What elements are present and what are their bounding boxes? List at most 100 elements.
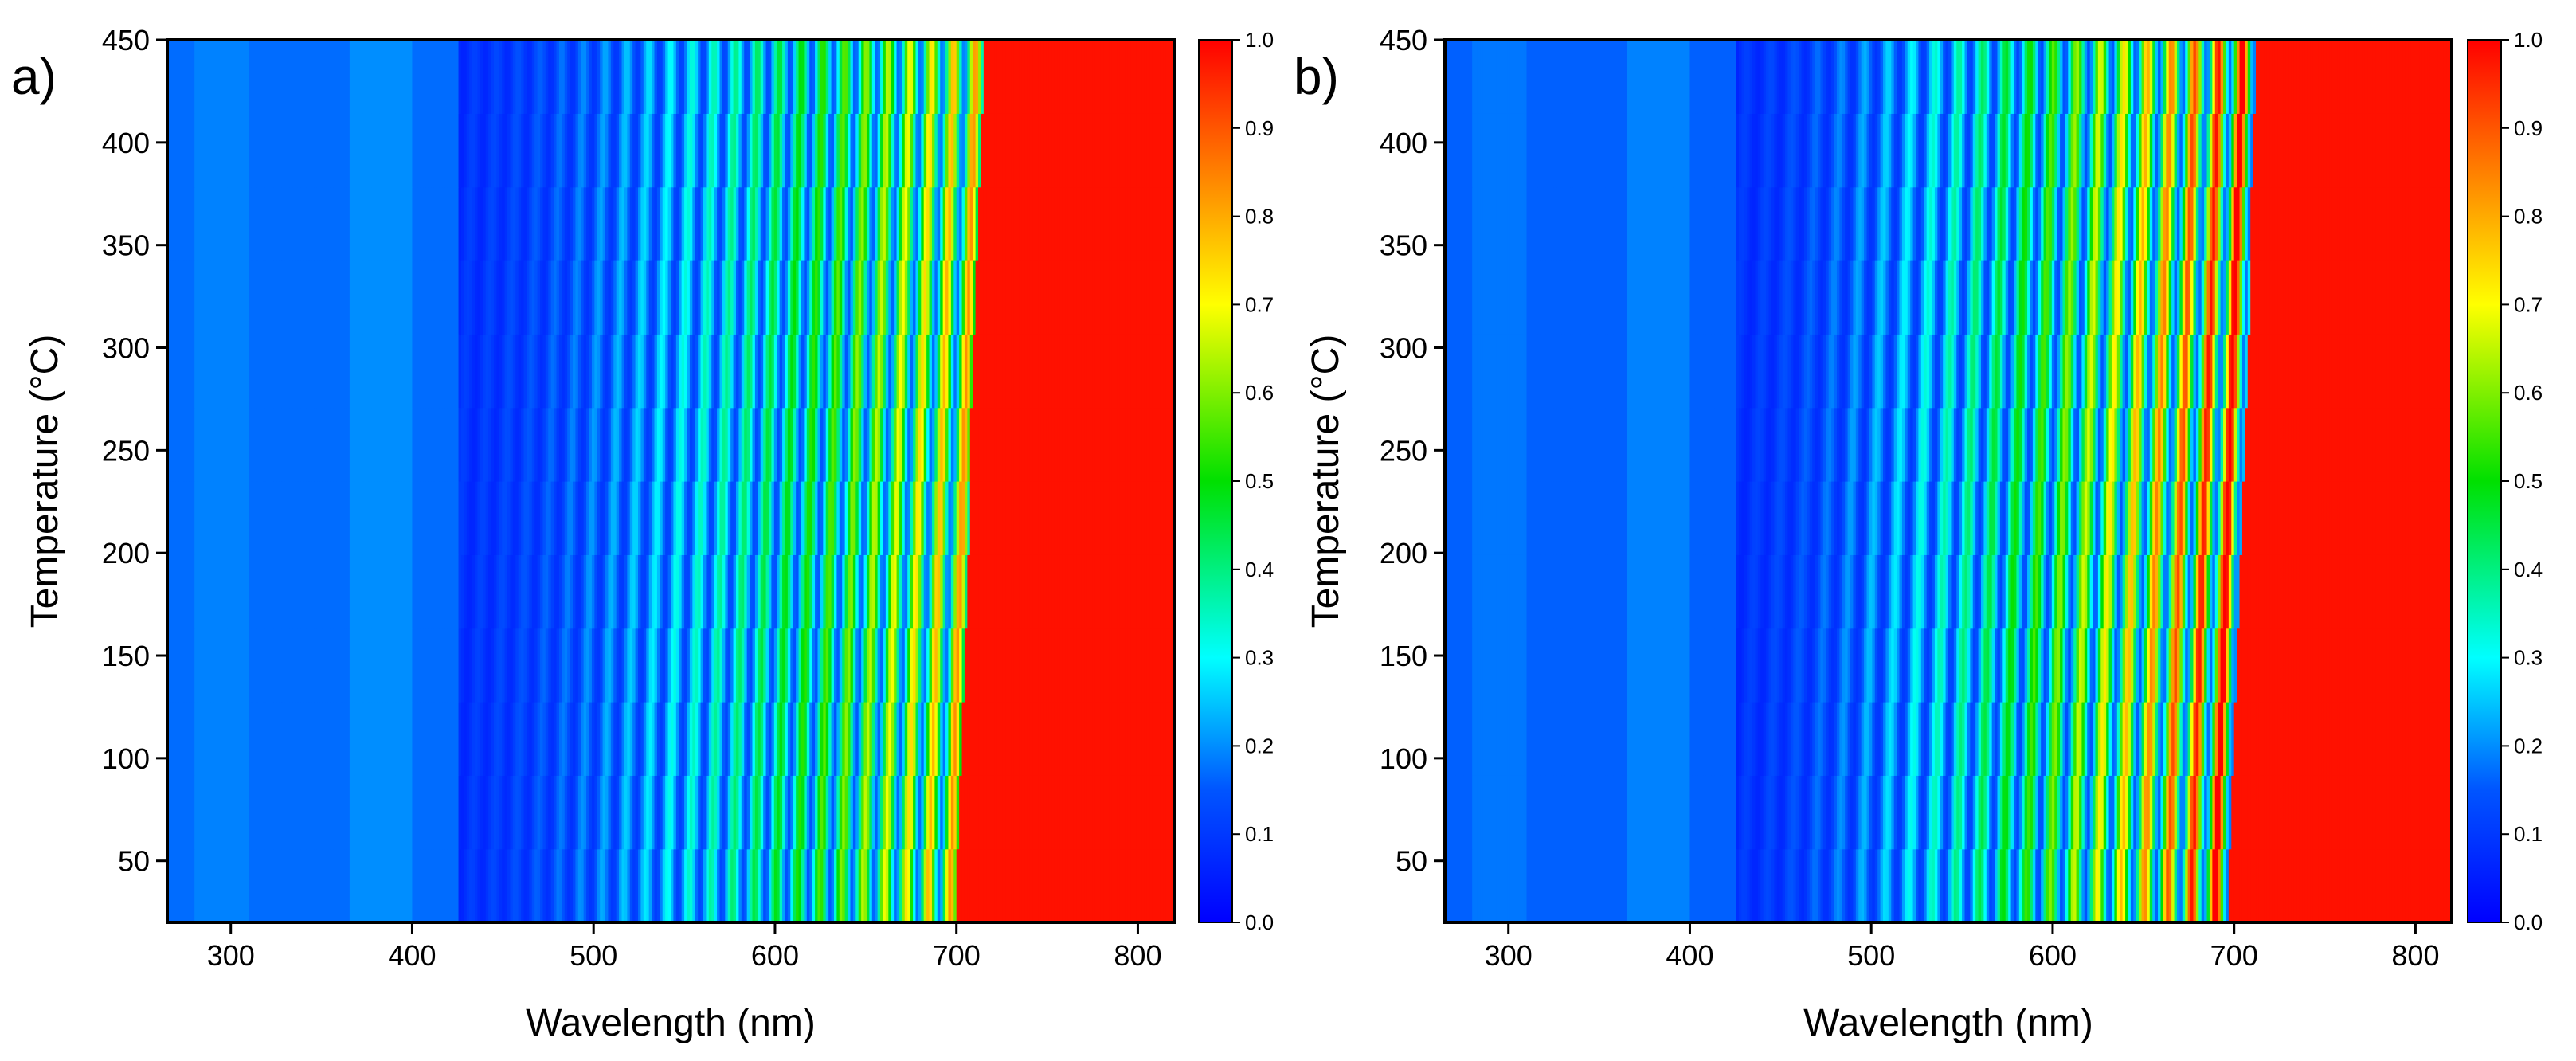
heatmap-cell (937, 113, 941, 188)
heatmap-cell (1024, 40, 1028, 114)
heatmap-cell (989, 186, 992, 261)
heatmap-cell (660, 554, 664, 629)
heatmap-cell (948, 186, 952, 261)
heatmap-cell (1130, 775, 1134, 850)
heatmap-cell (1883, 848, 1887, 922)
heatmap-cell (425, 113, 429, 188)
heatmap-cell (750, 113, 754, 188)
heatmap-cell (2233, 848, 2237, 922)
heatmap-cell (654, 334, 658, 409)
heatmap-cell (564, 775, 568, 850)
heatmap-cell (866, 186, 870, 261)
heatmap-cell (537, 628, 541, 703)
heatmap-cell (521, 554, 525, 629)
heatmap-cell (216, 702, 220, 776)
heatmap-cell (420, 702, 424, 776)
heatmap-cell (2171, 848, 2175, 922)
heatmap-cell (276, 407, 280, 482)
heatmap-cell (643, 702, 647, 776)
heatmap-cell (1065, 628, 1069, 703)
heatmap-cell (877, 260, 881, 335)
heatmap-cell (986, 775, 990, 850)
heatmap-cell (956, 702, 960, 776)
heatmap-cell (493, 702, 497, 776)
heatmap-cell (1165, 113, 1169, 188)
heatmap-cell (1146, 775, 1150, 850)
heatmap-cell (496, 775, 500, 850)
heatmap-cell (667, 554, 671, 629)
heatmap-cell (1144, 260, 1148, 335)
heatmap-cell (1071, 260, 1075, 335)
heatmap-cell (306, 628, 310, 703)
heatmap-cell (273, 554, 277, 629)
heatmap-cell (205, 702, 209, 776)
heatmap-cell (401, 481, 405, 555)
heatmap-cell (1111, 628, 1115, 703)
heatmap-cell (540, 628, 544, 703)
heatmap-cell (2087, 848, 2091, 922)
heatmap-cell (246, 848, 250, 922)
heatmap-cell (521, 334, 525, 409)
heatmap-cell (850, 775, 854, 850)
heatmap-cell (521, 628, 525, 703)
heatmap-cell (627, 260, 631, 335)
heatmap-cell (978, 702, 982, 776)
heatmap-cell (341, 848, 345, 922)
heatmap-cell (929, 407, 933, 482)
heatmap-cell (1537, 848, 1541, 922)
heatmap-cell (844, 481, 848, 555)
heatmap-cell (382, 186, 386, 261)
heatmap-cell (235, 40, 239, 114)
heatmap-cell (480, 186, 483, 261)
heatmap-cell (1146, 554, 1150, 629)
heatmap-cell (548, 40, 552, 114)
heatmap-cell (910, 481, 914, 555)
heatmap-cell (406, 186, 410, 261)
heatmap-cell (852, 334, 856, 409)
heatmap-cell (907, 40, 911, 114)
heatmap-cell (839, 113, 843, 188)
heatmap-cell (339, 775, 343, 850)
heatmap-cell (823, 334, 827, 409)
heatmap-cell (537, 702, 541, 776)
heatmap-cell (1624, 848, 1628, 922)
heatmap-cell (1114, 113, 1118, 188)
heatmap-cell (567, 186, 571, 261)
heatmap-cell (1703, 775, 1707, 850)
heatmap-cell (1160, 407, 1164, 482)
heatmap-cell (1114, 260, 1118, 335)
heatmap-cell (526, 186, 530, 261)
heatmap-cell (820, 40, 824, 114)
heatmap-cell (1051, 113, 1055, 188)
heatmap-cell (186, 113, 190, 188)
heatmap-cell (594, 775, 598, 850)
heatmap-cell (1499, 775, 1503, 850)
heatmap-cell (170, 628, 174, 703)
heatmap-cell (719, 260, 723, 335)
heatmap-cell (499, 260, 503, 335)
heatmap-cell (412, 481, 416, 555)
heatmap-cell (518, 334, 522, 409)
heatmap-cell (358, 260, 362, 335)
heatmap-cell (477, 848, 481, 922)
heatmap-cell (1090, 848, 1094, 922)
heatmap-cell (586, 775, 590, 850)
heatmap-cell (306, 40, 310, 114)
heatmap-cell (597, 113, 601, 188)
heatmap-cell (888, 554, 892, 629)
heatmap-cell (823, 40, 827, 114)
heatmap-cell (1160, 702, 1164, 776)
heatmap-cell (425, 628, 429, 703)
heatmap-cell (926, 775, 930, 850)
heatmap-cell (333, 481, 337, 555)
heatmap-cell (959, 481, 963, 555)
heatmap-cell (904, 702, 908, 776)
heatmap-cell (1090, 113, 1094, 188)
heatmap-cell (1011, 186, 1015, 261)
heatmap-cell (1157, 40, 1161, 114)
heatmap-cell (1138, 113, 1142, 188)
heatmap-cell (276, 113, 280, 188)
heatmap-cell (2089, 848, 2093, 922)
heatmap-cell (390, 334, 394, 409)
heatmap-cell (763, 334, 767, 409)
